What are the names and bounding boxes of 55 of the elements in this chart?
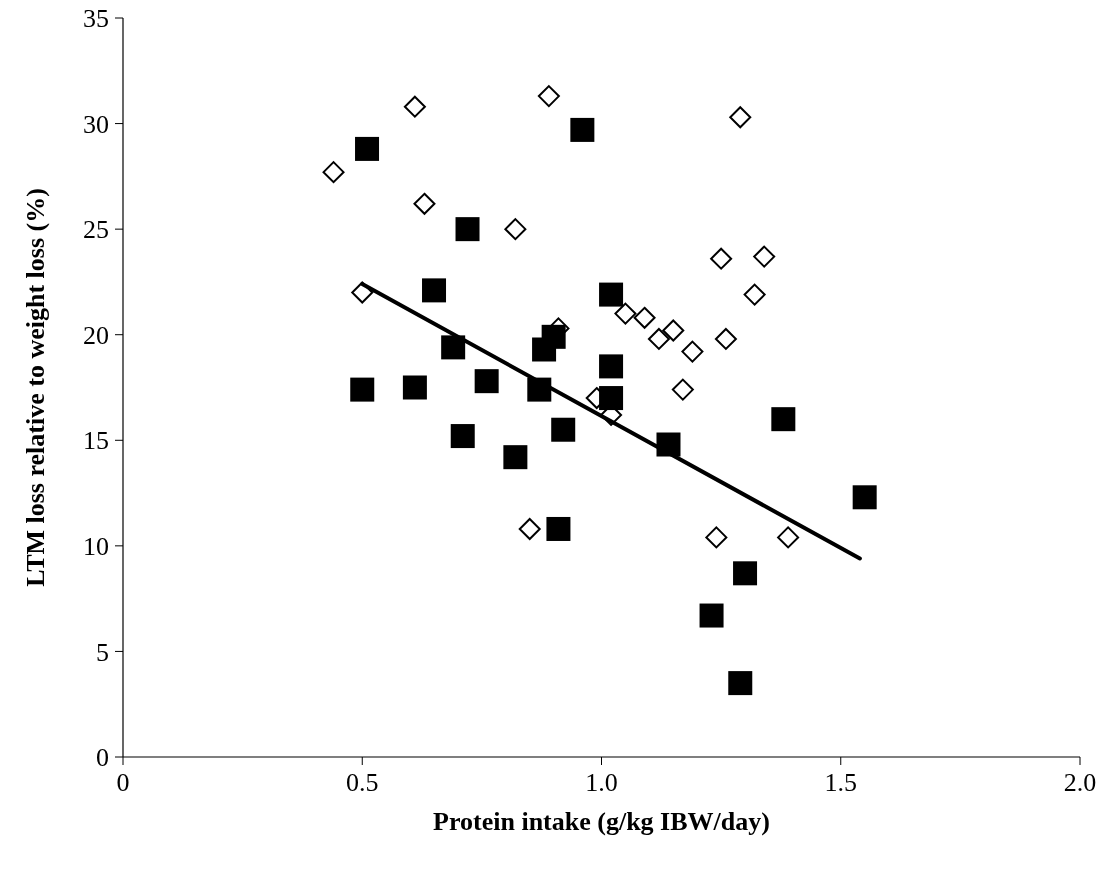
point bbox=[662, 319, 685, 342]
x-tick-label: 1.5 bbox=[824, 768, 857, 797]
point bbox=[537, 85, 560, 108]
point bbox=[503, 445, 528, 470]
y-tick-label: 25 bbox=[83, 215, 109, 245]
point bbox=[322, 161, 345, 184]
point bbox=[599, 354, 624, 379]
point bbox=[733, 561, 758, 586]
point bbox=[633, 306, 656, 329]
point bbox=[546, 516, 571, 541]
x-tick-label: 2.0 bbox=[1063, 768, 1097, 797]
point bbox=[599, 282, 624, 307]
y-tick-label: 10 bbox=[83, 531, 109, 561]
point bbox=[599, 386, 624, 411]
point bbox=[541, 324, 566, 349]
point bbox=[413, 192, 436, 215]
point bbox=[455, 217, 480, 242]
point bbox=[403, 95, 426, 118]
y-tick-label: 15 bbox=[83, 426, 109, 456]
x-tick-label: 0.5 bbox=[346, 768, 379, 797]
point bbox=[614, 302, 637, 325]
point bbox=[422, 278, 447, 303]
point bbox=[714, 327, 737, 350]
point bbox=[570, 117, 595, 142]
point bbox=[474, 369, 499, 394]
x-axis-title: Protein intake (g/kg IBW/day) bbox=[433, 807, 770, 836]
y-tick-label: 35 bbox=[83, 4, 109, 34]
point bbox=[647, 327, 670, 350]
y-tick-label: 0 bbox=[96, 743, 109, 773]
point bbox=[710, 247, 733, 270]
point bbox=[705, 526, 728, 549]
point bbox=[729, 106, 752, 129]
point bbox=[441, 335, 466, 360]
point bbox=[681, 340, 704, 363]
point bbox=[771, 407, 796, 432]
point bbox=[450, 424, 475, 449]
point bbox=[350, 377, 375, 402]
point bbox=[504, 218, 527, 241]
y-tick-label: 5 bbox=[96, 637, 109, 667]
point bbox=[743, 283, 766, 306]
point bbox=[852, 485, 877, 510]
point bbox=[671, 378, 694, 401]
point bbox=[753, 245, 776, 268]
point bbox=[518, 517, 541, 540]
y-axis-title: LTM loss relative to weight loss (%) bbox=[21, 188, 50, 587]
point bbox=[355, 136, 380, 161]
x-tick-label: 1.0 bbox=[585, 768, 618, 797]
y-tick-label: 30 bbox=[83, 109, 109, 139]
x-tick-label: 0 bbox=[116, 768, 130, 797]
point bbox=[402, 375, 427, 400]
point bbox=[699, 603, 724, 628]
point bbox=[551, 417, 576, 442]
point bbox=[728, 671, 753, 696]
point bbox=[777, 526, 800, 549]
y-tick-label: 20 bbox=[83, 320, 109, 350]
